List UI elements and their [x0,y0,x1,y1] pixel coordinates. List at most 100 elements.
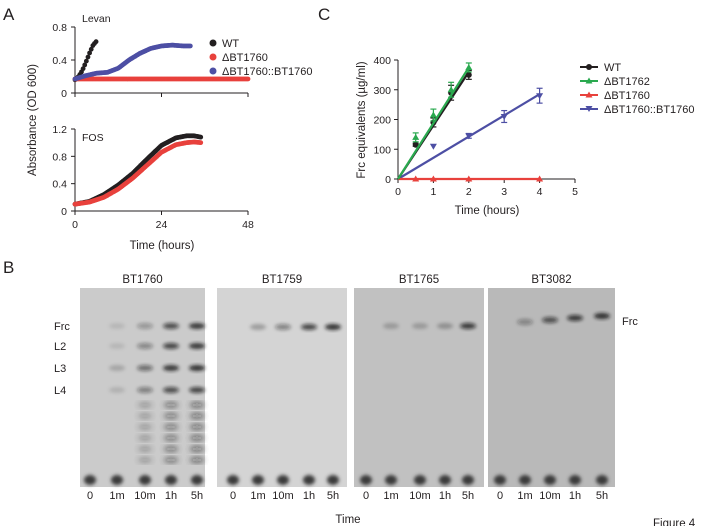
gel-well [439,475,451,485]
legend-wt-label: WT [222,38,239,50]
panel-a-letter: A [3,5,15,24]
gel-band [517,319,533,325]
gel-row-label: Frc [622,316,638,328]
gel-well [327,475,339,485]
gel-smear [138,435,152,441]
x-tick-label: 0 [72,219,78,231]
gel-band [137,387,153,393]
gel-title: BT1765 [399,274,439,286]
y-tick-label: 200 [373,115,391,127]
data-point [429,143,437,150]
gel-smear [190,435,204,441]
data-point [87,50,92,56]
y-tick-label: 0.8 [52,22,67,34]
legend-wt-marker [209,39,217,47]
panel-a-y-label: Absorbance (OD 600) [27,64,39,176]
y-tick-label: 0 [61,206,67,218]
gel-well [139,475,151,485]
y-tick-label: 0 [61,88,67,100]
gel-smear [138,457,152,463]
gel-band [189,343,205,349]
legend-c-d1762-marker [585,77,593,84]
data-point [198,140,204,146]
x-tick-label: 1 [430,186,436,198]
lane-label: 0 [363,490,369,502]
gel-band [163,365,179,371]
panel-a-x-label: Time (hours) [130,240,195,252]
lane-label: 1m [517,490,532,502]
gel-well [111,475,123,485]
data-point [536,93,544,100]
gel-well [494,475,506,485]
data-point [447,86,455,93]
data-point [429,111,437,118]
lane-label: 0 [497,490,503,502]
gel-band [137,343,153,349]
gel-title: BT1759 [262,274,302,286]
data-point [88,46,94,52]
y-tick-label: 0 [385,174,391,186]
gel-well [462,475,474,485]
gel-smear [190,413,204,419]
gel-smear [164,424,178,430]
gel-band [250,324,266,330]
y-tick-label: 0.4 [52,55,67,67]
gel-well [227,475,239,485]
legend-comp-label: ΔBT1760::BT1760 [222,66,313,78]
gel-row-label: L3 [54,363,66,375]
y-tick-label: 0.8 [52,151,67,163]
gel-band [163,323,179,329]
lane-label: 5h [596,490,608,502]
legend-c-d1760-label: ΔBT1760 [604,90,650,102]
legend-c-comp-label: ΔBT1760::BT1760 [604,104,695,116]
lane-label: 0 [87,490,93,502]
data-point [80,66,86,72]
gel-smear [138,402,152,408]
gel-background [217,288,347,487]
data-point [83,58,89,64]
panel-a-fos-chart: 0 0.4 0.8 1.2 0 24 48 FOS Time (hours) Absorba… [27,64,254,252]
lane-label: 5h [191,490,203,502]
lane-label: 1h [303,490,315,502]
gel-band [109,323,125,329]
gel-row-label: L2 [54,341,66,353]
gel-well [385,475,397,485]
gel-band [275,324,291,330]
gel-well [360,475,372,485]
legend-c-wt-marker [586,64,592,70]
gel-smear [138,424,152,430]
legend-c-wt-label: WT [604,62,621,74]
panel-a-fos-title: FOS [82,132,104,144]
lane-label: 1m [383,490,398,502]
gel-smear [164,402,178,408]
lane-label: 10m [539,490,560,502]
legend-c-d1762-label: ΔBT1762 [604,76,650,88]
panel-a-legend: WT ΔBT1760 ΔBT1760::BT1760 [209,38,313,78]
x-tick-label: 2 [466,186,472,198]
data-point [465,175,473,182]
gel-well [596,475,608,485]
data-point [465,63,473,70]
gel-band [189,387,205,393]
gel-band [460,323,476,329]
gel-band [567,315,583,321]
y-tick-label: 300 [373,85,391,97]
lane-label: 10m [134,490,155,502]
gel-band [109,387,125,393]
legend-c-comp-marker [585,106,593,112]
gel-well [165,475,177,485]
panel-a-levan-chart: 0 0.4 0.8 Levan [52,13,251,100]
gel-smear [138,446,152,452]
gel-band [163,343,179,349]
gel-smear [164,435,178,441]
x-tick-label: 3 [501,186,507,198]
gel-smear [138,413,152,419]
x-tick-label: 5 [572,186,578,198]
gel-smear [164,446,178,452]
x-tick-label: 4 [537,186,543,198]
lane-label: 5h [327,490,339,502]
data-point [465,133,473,140]
data-point [412,141,419,148]
lane-label: 1m [109,490,124,502]
gel-band [301,324,317,330]
